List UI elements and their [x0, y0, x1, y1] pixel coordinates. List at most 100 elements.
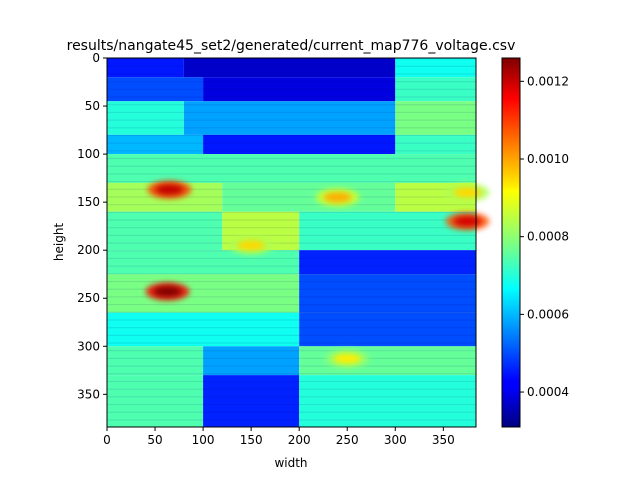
heatmap-cell	[107, 101, 184, 135]
heatmap-row-stripe	[107, 81, 476, 83]
y-tick-label: 100	[77, 147, 100, 161]
x-tick-label: 150	[240, 433, 263, 447]
hotspot	[155, 184, 184, 195]
y-axis: 0 50 100 150 200 250 300 350	[77, 51, 107, 401]
x-axis-label: width	[274, 456, 307, 470]
heatmap-row-stripe	[107, 357, 476, 360]
heatmap-cell	[183, 101, 396, 135]
heatmap-cell	[203, 77, 396, 102]
heatmap-row-stripe	[107, 380, 476, 383]
heatmap-cell	[395, 58, 476, 78]
hotspot	[453, 216, 482, 227]
colorbar: 0.0004 0.0006 0.0008 0.0010 0.0012	[501, 57, 569, 428]
heatmap-row-stripe	[107, 388, 476, 390]
heatmap-row-stripe	[107, 411, 476, 413]
heatmap-cell	[299, 274, 476, 313]
heatmap-cell	[107, 211, 223, 251]
heatmap-cell	[299, 211, 476, 251]
hotspot	[453, 187, 482, 198]
heatmap-cell	[395, 134, 476, 155]
heatmap-row-stripe	[107, 250, 476, 252]
x-tick-label: 350	[432, 433, 455, 447]
heatmap-row-stripe	[107, 342, 476, 344]
colorbar-tick-label: 0.0010	[527, 152, 569, 166]
chart-title: results/nangate45_set2/generated/current…	[67, 38, 516, 54]
heatmap-row-stripe	[107, 173, 476, 175]
heatmap-row-stripe	[107, 419, 476, 421]
x-tick-label: 0	[103, 433, 111, 447]
heatmap-row-stripe	[107, 142, 476, 144]
heatmap-row-stripe	[107, 334, 476, 336]
heatmap-cell	[395, 77, 476, 102]
heatmap-row-stripe	[107, 165, 476, 167]
y-tick-label: 200	[77, 243, 100, 257]
heatmap-cell	[107, 250, 300, 275]
x-axis: 0 50 100 150 200 250 300 350	[103, 427, 455, 447]
x-tick-label: 300	[384, 433, 407, 447]
heatmap-row-stripe	[107, 304, 476, 306]
heatmap-row-stripe	[107, 273, 476, 275]
heatmap-row-stripe	[107, 373, 476, 375]
plot-frame	[106, 57, 477, 428]
hotspot	[323, 192, 352, 203]
colorbar-ticks: 0.0004 0.0006 0.0008 0.0010 0.0012	[520, 74, 569, 399]
heatmap-row-stripe	[107, 296, 476, 298]
heatmap-cell	[107, 346, 204, 376]
heatmap-bands	[107, 58, 476, 427]
heatmap-cell	[107, 77, 204, 102]
heatmap-cell	[107, 375, 204, 427]
heatmap-row-stripe	[107, 242, 476, 244]
heatmap-row-stripe	[107, 127, 476, 129]
heatmap-hotspots	[145, 180, 490, 368]
heatmap-cell	[107, 274, 300, 313]
y-axis-label: height	[52, 223, 66, 262]
heatmap-row-stripe	[107, 65, 476, 67]
heatmap-row-stripe	[107, 111, 476, 114]
heatmap-row-stripe	[107, 227, 476, 229]
heatmap-cell	[107, 134, 204, 155]
colorbar-tick-label: 0.0012	[527, 74, 569, 88]
plot-area	[106, 57, 490, 428]
heatmap-row-stripe	[107, 150, 476, 152]
x-tick-label: 100	[192, 433, 215, 447]
heatmap-row-stripe	[107, 181, 476, 183]
y-tick-label: 0	[92, 51, 100, 65]
heatmap-row-stripe	[107, 188, 476, 190]
heatmap-row-stripe	[107, 327, 476, 329]
heatmap-row-stripe	[107, 311, 476, 313]
heatmap-row-stripe	[107, 104, 476, 106]
heatmap-cell	[203, 134, 396, 155]
heatmap-row-stripe	[107, 319, 476, 321]
hotspot	[153, 286, 182, 297]
hotspot	[333, 353, 362, 364]
heatmap-row-stripe	[107, 73, 476, 75]
y-tick-label: 350	[77, 387, 100, 401]
heatmap-row-stripe	[107, 288, 476, 290]
y-tick-label: 250	[77, 291, 100, 305]
heatmap-row-stripe	[107, 96, 476, 98]
heatmap-row-stripe	[107, 196, 476, 198]
colorbar-tick-label: 0.0006	[527, 307, 569, 321]
heatmap-row-stripe	[107, 88, 476, 90]
heatmap-row-stripe	[107, 350, 476, 352]
colorbar-tick-label: 0.0008	[527, 230, 569, 244]
colorbar-gradient	[502, 58, 520, 427]
heatmap-cell	[395, 101, 476, 135]
hotspot	[237, 240, 266, 251]
heatmap-cell	[203, 375, 300, 427]
heatmap-cell	[299, 312, 476, 347]
heatmap-cell	[299, 250, 476, 275]
heatmap-row-stripe	[107, 265, 476, 267]
x-tick-label: 200	[288, 433, 311, 447]
heatmap-row-stripe	[107, 403, 476, 406]
colorbar-tick-label: 0.0004	[527, 385, 569, 399]
heatmap-cell	[107, 154, 476, 183]
heatmap-row-stripe	[107, 280, 476, 283]
heatmap-cell	[222, 182, 396, 212]
heatmap-row-stripe	[107, 119, 476, 121]
heatmap-cell	[299, 375, 476, 427]
x-tick-label: 50	[147, 433, 162, 447]
heatmap-cell	[203, 346, 300, 376]
